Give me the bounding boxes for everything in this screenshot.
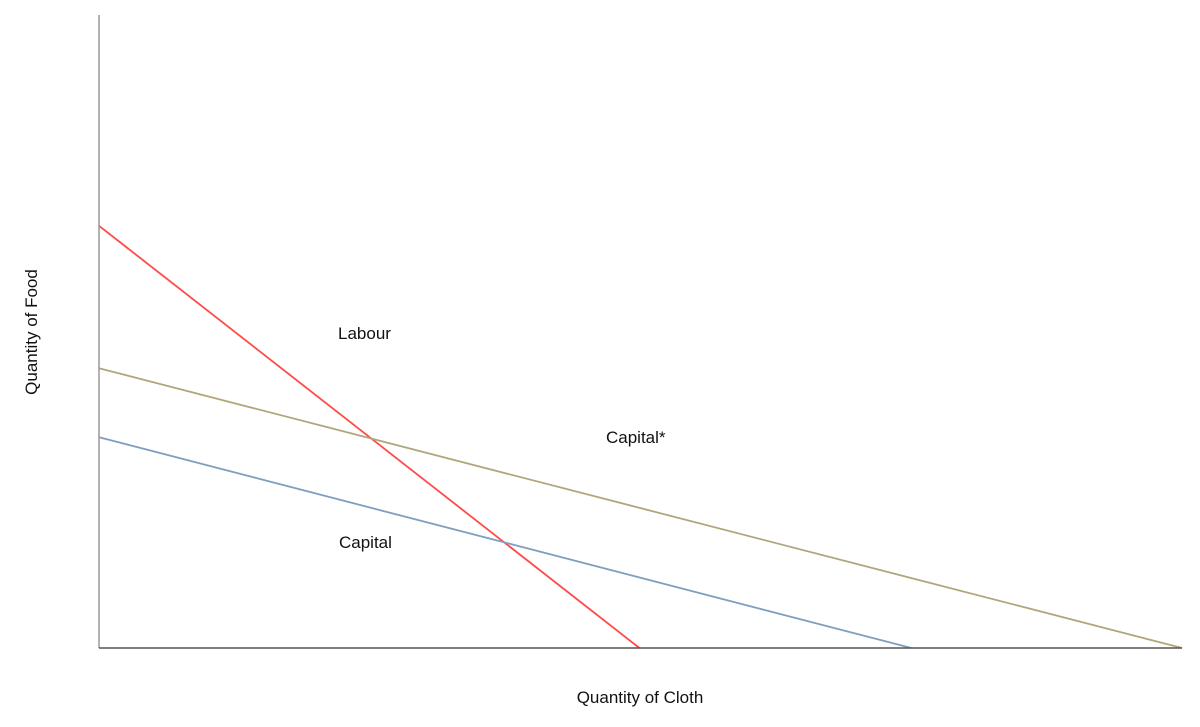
x-axis-title: Quantity of Cloth [577,688,704,707]
series-label-capital: Capital [339,533,392,552]
series-label-capital: Capital* [606,428,666,447]
series-line-capital [98,367,1183,649]
y-axis-title: Quantity of Food [22,269,41,395]
series-line-capital [98,436,912,649]
series-label-labour: Labour [338,324,391,343]
series-line-labour [98,225,640,649]
